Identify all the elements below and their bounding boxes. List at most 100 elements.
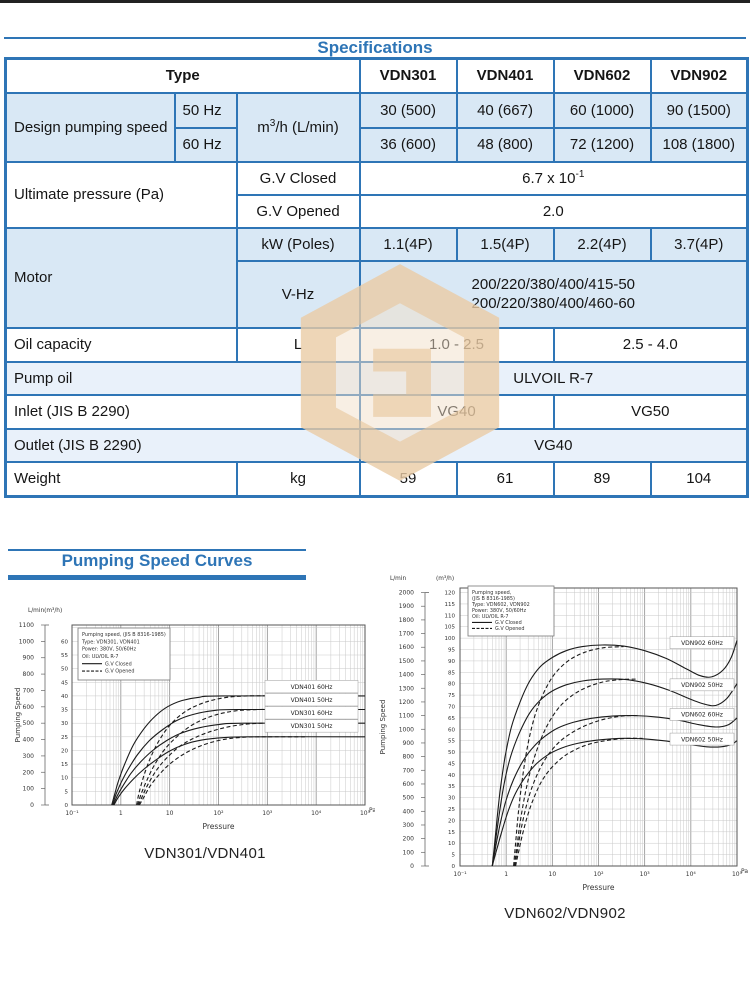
svg-text:120: 120 [445, 591, 456, 597]
svg-text:600: 600 [403, 781, 415, 788]
svg-text:10: 10 [166, 810, 174, 817]
svg-text:1: 1 [504, 871, 508, 878]
svg-text:10⁻¹: 10⁻¹ [65, 810, 79, 817]
svg-text:1100: 1100 [399, 713, 414, 720]
specifications-title: Specifications [317, 38, 433, 57]
svg-text:100: 100 [23, 786, 35, 793]
spec-oil-capacity-label: Oil capacity [4, 326, 238, 363]
spec-inlet-label: Inlet (JIS B 2290) [4, 393, 361, 430]
svg-text:85: 85 [448, 670, 455, 676]
svg-text:15: 15 [61, 762, 68, 768]
spec-speed-60-vdn902: 108 (1800) [649, 126, 749, 163]
spec-inlet-large: VG50 [552, 393, 749, 430]
svg-text:25: 25 [448, 807, 455, 813]
spec-50hz-label: 50 Hz [173, 91, 238, 129]
svg-text:500: 500 [23, 720, 35, 727]
spec-speed-60-vdn401: 48 (800) [455, 126, 555, 163]
spec-weight-vdn401: 61 [455, 460, 555, 498]
svg-text:60: 60 [448, 727, 455, 733]
svg-text:30: 30 [61, 721, 68, 727]
spec-speed-50-vdn301: 30 (500) [358, 91, 458, 129]
svg-text:5: 5 [65, 789, 69, 795]
spec-kw-vdn301: 1.1(4P) [358, 226, 458, 262]
svg-text:10⁻¹: 10⁻¹ [453, 871, 467, 878]
spec-weight-unit: kg [235, 460, 361, 498]
svg-text:10²: 10² [213, 810, 224, 817]
specifications-table: Type VDN301 VDN401 VDN602 VDN902 Design … [4, 57, 750, 498]
svg-text:10³: 10³ [640, 871, 651, 878]
svg-text:70: 70 [448, 704, 455, 710]
spec-kw-vdn902: 3.7(4P) [649, 226, 749, 262]
spec-oil-capacity-unit: L [235, 326, 361, 363]
spec-pumping-speed-label: Design pumping speed [4, 91, 176, 163]
svg-text:10²: 10² [593, 871, 604, 878]
svg-text:L/min: L/min [390, 576, 406, 582]
svg-text:Type: VDN602, VDN902: Type: VDN602, VDN902 [471, 602, 530, 608]
pumping-speed-chart-vdn301-vdn401: 0 100 200 300 400 500 600 700 800 900 1000 1100 0 5 10… [12, 598, 376, 844]
svg-text:95: 95 [448, 648, 455, 654]
svg-text:300: 300 [403, 822, 415, 829]
svg-text:1700: 1700 [399, 631, 414, 638]
spec-model-vdn902: VDN902 [649, 57, 749, 94]
svg-text:300: 300 [23, 753, 35, 760]
svg-text:35: 35 [61, 708, 68, 714]
svg-text:45: 45 [61, 680, 68, 686]
svg-text:5: 5 [452, 853, 456, 859]
svg-text:1000: 1000 [19, 638, 34, 645]
spec-gv-opened-label: G.V Opened [235, 193, 361, 229]
svg-text:15: 15 [448, 830, 455, 836]
spec-oil-capacity-large: 2.5 - 4.0 [552, 326, 749, 363]
spec-pump-oil-label: Pump oil [4, 360, 361, 396]
svg-text:200: 200 [23, 769, 35, 776]
svg-text:40: 40 [61, 694, 68, 700]
svg-text:G.V Opened: G.V Opened [495, 626, 524, 632]
svg-text:700: 700 [23, 687, 35, 694]
svg-text:2000: 2000 [399, 590, 414, 597]
spec-weight-vdn602: 89 [552, 460, 652, 498]
svg-text:25: 25 [61, 735, 68, 741]
svg-text:VDN602 60Hz: VDN602 60Hz [681, 712, 723, 719]
svg-text:1800: 1800 [399, 617, 414, 624]
spec-speed-60-vdn301: 36 (600) [358, 126, 458, 163]
spec-kw-vdn401: 1.5(4P) [455, 226, 555, 262]
svg-text:1200: 1200 [399, 699, 414, 706]
spec-weight-vdn301: 59 [358, 460, 458, 498]
curves-title-rule-bottom [8, 575, 306, 580]
svg-text:900: 900 [23, 655, 35, 662]
spec-pumping-speed-unit: m3/h (L/min) [235, 91, 361, 163]
svg-text:500: 500 [403, 795, 415, 802]
spec-kw-label: kW (Poles) [235, 226, 361, 262]
svg-text:VDN602 50Hz: VDN602 50Hz [681, 736, 723, 743]
pumping-speed-curves-title: Pumping Speed Curves [61, 551, 253, 570]
spec-outlet-value: VG40 [358, 427, 749, 463]
svg-text:55: 55 [448, 739, 455, 745]
svg-text:1100: 1100 [19, 622, 34, 629]
svg-text:Pumping speed, (JIS B 8316-198: Pumping speed, (JIS B 8316-1985) [82, 632, 166, 638]
spec-model-vdn602: VDN602 [552, 57, 652, 94]
svg-text:90: 90 [448, 659, 455, 665]
svg-text:100: 100 [403, 849, 415, 856]
svg-text:VDN902 60Hz: VDN902 60Hz [681, 640, 723, 647]
svg-text:Oil: ULVOIL R-7: Oil: ULVOIL R-7 [82, 654, 118, 660]
svg-text:10⁵: 10⁵ [732, 871, 743, 878]
spec-speed-60-vdn602: 72 (1200) [552, 126, 652, 163]
svg-text:10⁵: 10⁵ [360, 810, 371, 817]
svg-text:100: 100 [445, 636, 456, 642]
spec-oil-capacity-small: 1.0 - 2.5 [358, 326, 555, 363]
svg-text:Pressure: Pressure [202, 822, 234, 831]
svg-text:Pa: Pa [369, 807, 375, 814]
svg-text:Power: 380V, 50/60Hz: Power: 380V, 50/60Hz [82, 647, 136, 653]
svg-text:115: 115 [445, 602, 456, 608]
spec-ultimate-pressure-label: Ultimate pressure (Pa) [4, 160, 238, 229]
chart-caption-vdn602-vdn902: VDN602/VDN902 [504, 905, 626, 922]
svg-text:1000: 1000 [399, 726, 414, 733]
svg-text:G.V Closed: G.V Closed [105, 661, 132, 667]
spec-model-vdn301: VDN301 [358, 57, 458, 94]
svg-text:10: 10 [61, 776, 68, 782]
svg-text:800: 800 [403, 754, 415, 761]
svg-text:Pa: Pa [741, 868, 748, 875]
svg-text:0: 0 [452, 864, 456, 870]
svg-text:L/min(m³/h): L/min(m³/h) [28, 607, 62, 614]
svg-text:(JIS B 8316-1985): (JIS B 8316-1985) [472, 596, 515, 602]
